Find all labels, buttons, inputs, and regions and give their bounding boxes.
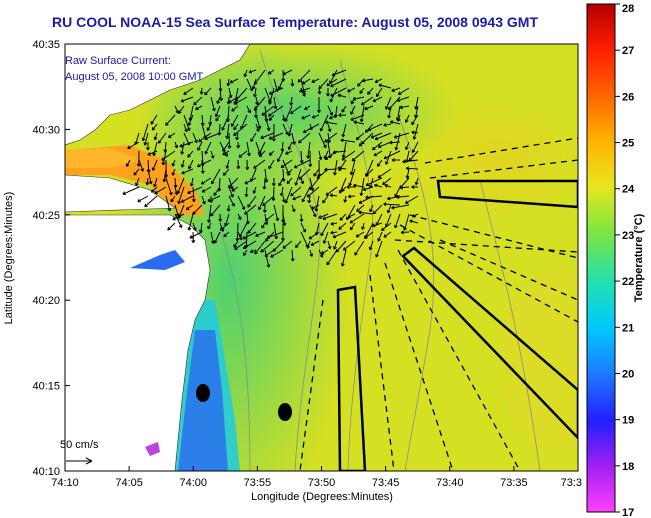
- x-tick-label: 74:00: [179, 477, 207, 489]
- x-axis-label: Longitude (Degrees:Minutes): [251, 491, 393, 503]
- colorbar-label: Temperature (°C): [633, 213, 645, 302]
- current-label-line1: Raw Surface Current:: [65, 55, 171, 67]
- x-tick-label: 73:50: [308, 477, 336, 489]
- scale-label: 50 cm/s: [60, 439, 99, 451]
- colorbar-tick-label: 21: [622, 322, 634, 334]
- y-axis-ticks: 40:35 40:30 40:25 40:20 40:15 40:10: [32, 39, 70, 478]
- map-title: RU COOL NOAA-15 Sea Surface Temperature:…: [51, 14, 538, 30]
- x-tick-label: 73:40: [436, 477, 464, 489]
- y-tick-label: 40:25: [32, 210, 60, 222]
- x-tick-label: 73:35: [500, 477, 528, 489]
- colorbar-ticks: 28 27 26 25 24 23 22 21 20 19 18 17: [615, 3, 635, 518]
- x-tick-label: 74:10: [51, 477, 79, 489]
- colorbar-tick-label: 27: [622, 45, 634, 57]
- y-tick-label: 40:20: [32, 295, 60, 307]
- mooring-marker: [196, 384, 210, 402]
- y-tick-label: 40:30: [32, 124, 60, 136]
- colorbar-tick-label: 17: [622, 507, 634, 518]
- colorbar-tick-label: 22: [622, 276, 634, 288]
- surface-current-vectors: [122, 69, 419, 268]
- mooring-marker: [278, 403, 292, 421]
- y-tick-label: 40:35: [32, 39, 60, 51]
- colorbar-tick-label: 25: [622, 138, 634, 150]
- y-tick-label: 40:10: [32, 466, 60, 478]
- y-axis-label: Latitude (Degrees:Minutes): [3, 192, 15, 325]
- x-tick-label: 73:55: [244, 477, 272, 489]
- dashed-lines: [299, 137, 578, 471]
- colorbar-tick-label: 20: [622, 368, 634, 380]
- colorbar-tick-label: 24: [622, 184, 635, 196]
- x-tick-label: 74:05: [115, 477, 143, 489]
- study-regions: [336, 179, 578, 471]
- plot-area: [65, 44, 578, 471]
- current-label-line2: August 05, 2008 10:00 GMT: [65, 71, 203, 83]
- colorbar-tick-label: 23: [622, 230, 634, 242]
- colorbar-tick-label: 19: [622, 415, 634, 427]
- scale-arrow: [66, 457, 93, 465]
- colorbar-tick-label: 26: [622, 91, 634, 103]
- x-tick-label: 73:3: [561, 477, 582, 489]
- isobaths: [219, 49, 541, 471]
- land-staten-island: [65, 44, 251, 146]
- colorbar: [586, 3, 616, 513]
- colorbar-tick-label: 18: [622, 461, 634, 473]
- x-tick-label: 73:45: [372, 477, 400, 489]
- y-tick-label: 40:15: [32, 381, 60, 393]
- x-axis-ticks: 74:10 74:05 74:00 73:55 73:50 73:45 73:40 73:35…: [51, 466, 582, 489]
- colorbar-tick-label: 28: [622, 3, 634, 15]
